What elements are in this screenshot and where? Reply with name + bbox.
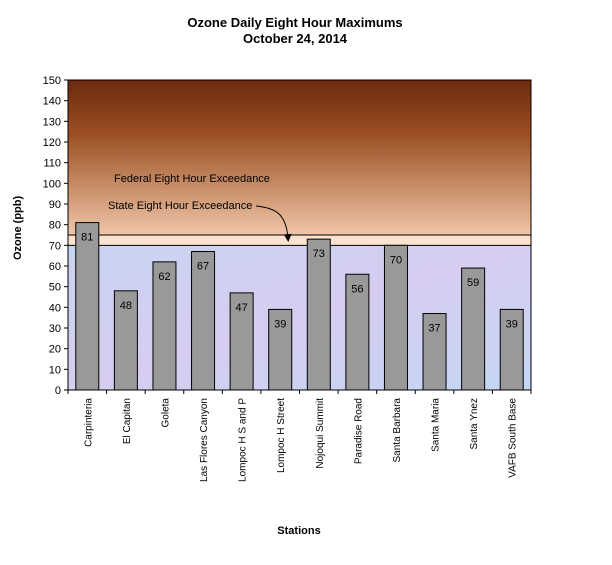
y-tick-label: 120 [43,137,61,149]
exceedance-zone [68,80,531,235]
y-tick-label: 10 [49,364,61,376]
y-tick-label: 20 [49,344,61,356]
x-category-label: Santa Barbara [392,398,403,463]
bar-value-label: 81 [81,232,93,244]
bar-value-label: 59 [467,277,479,289]
bar [229,292,254,391]
y-tick-label: 90 [49,199,61,211]
x-category-label: Lompoc H S and P [238,398,249,482]
state-threshold-label: State Eight Hour Exceedance [108,200,252,212]
bar-value-label: 73 [313,248,325,260]
y-tick-label: 60 [49,261,61,273]
x-category-label: El Capitan [122,398,133,444]
x-category-label: Goleta [160,398,171,428]
bar-value-label: 39 [274,318,286,330]
chart-title: Ozone Daily Eight Hour Maximums [187,15,403,30]
bar [113,290,138,391]
x-category-label: Las Flores Canyon [199,398,210,482]
bar-value-label: 62 [158,271,170,283]
y-tick-label: 0 [55,385,61,397]
bar [383,244,408,391]
y-tick-label: 80 [49,220,61,232]
bar [422,313,447,391]
y-tick-label: 100 [43,178,61,190]
bar [152,261,177,391]
x-category-label: Santa Maria [431,398,442,452]
x-category-label: Paradise Road [353,398,364,464]
y-tick-label: 70 [49,240,61,252]
y-tick-label: 50 [49,282,61,294]
bar-value-label: 56 [351,283,363,295]
bar [345,273,370,391]
bar [268,308,293,391]
bar [191,251,216,391]
x-category-label: Lompoc H Street [276,398,287,473]
bar-value-label: 67 [197,261,209,273]
y-tick-label: 130 [43,116,61,128]
bar [306,238,331,391]
x-axis-label: Stations [277,525,321,537]
bar [75,222,100,391]
bar-value-label: 39 [506,318,518,330]
y-tick-label: 30 [49,323,61,335]
bar-value-label: 48 [120,300,132,312]
x-category-label: Carpinteria [83,398,94,447]
between-threshold-zone [68,235,531,246]
normal-zone [68,245,531,390]
chart-subtitle: October 24, 2014 [242,31,348,46]
threshold-arrow [255,205,292,242]
bar-value-label: 47 [236,302,248,314]
federal-threshold-label: Federal Eight Hour Exceedance [114,173,270,185]
x-category-label: Santa Ynez [469,398,480,450]
bar [499,308,524,391]
y-tick-label: 140 [43,96,61,108]
bar-value-label: 37 [428,323,440,335]
bar [461,267,486,391]
x-category-label: VAFB South Base [508,398,519,478]
y-tick-label: 110 [43,158,61,170]
y-tick-label: 40 [49,302,61,314]
x-category-label: Nojoqui Summit [315,398,326,469]
y-tick-label: 150 [43,75,61,87]
bar-value-label: 70 [390,254,402,266]
